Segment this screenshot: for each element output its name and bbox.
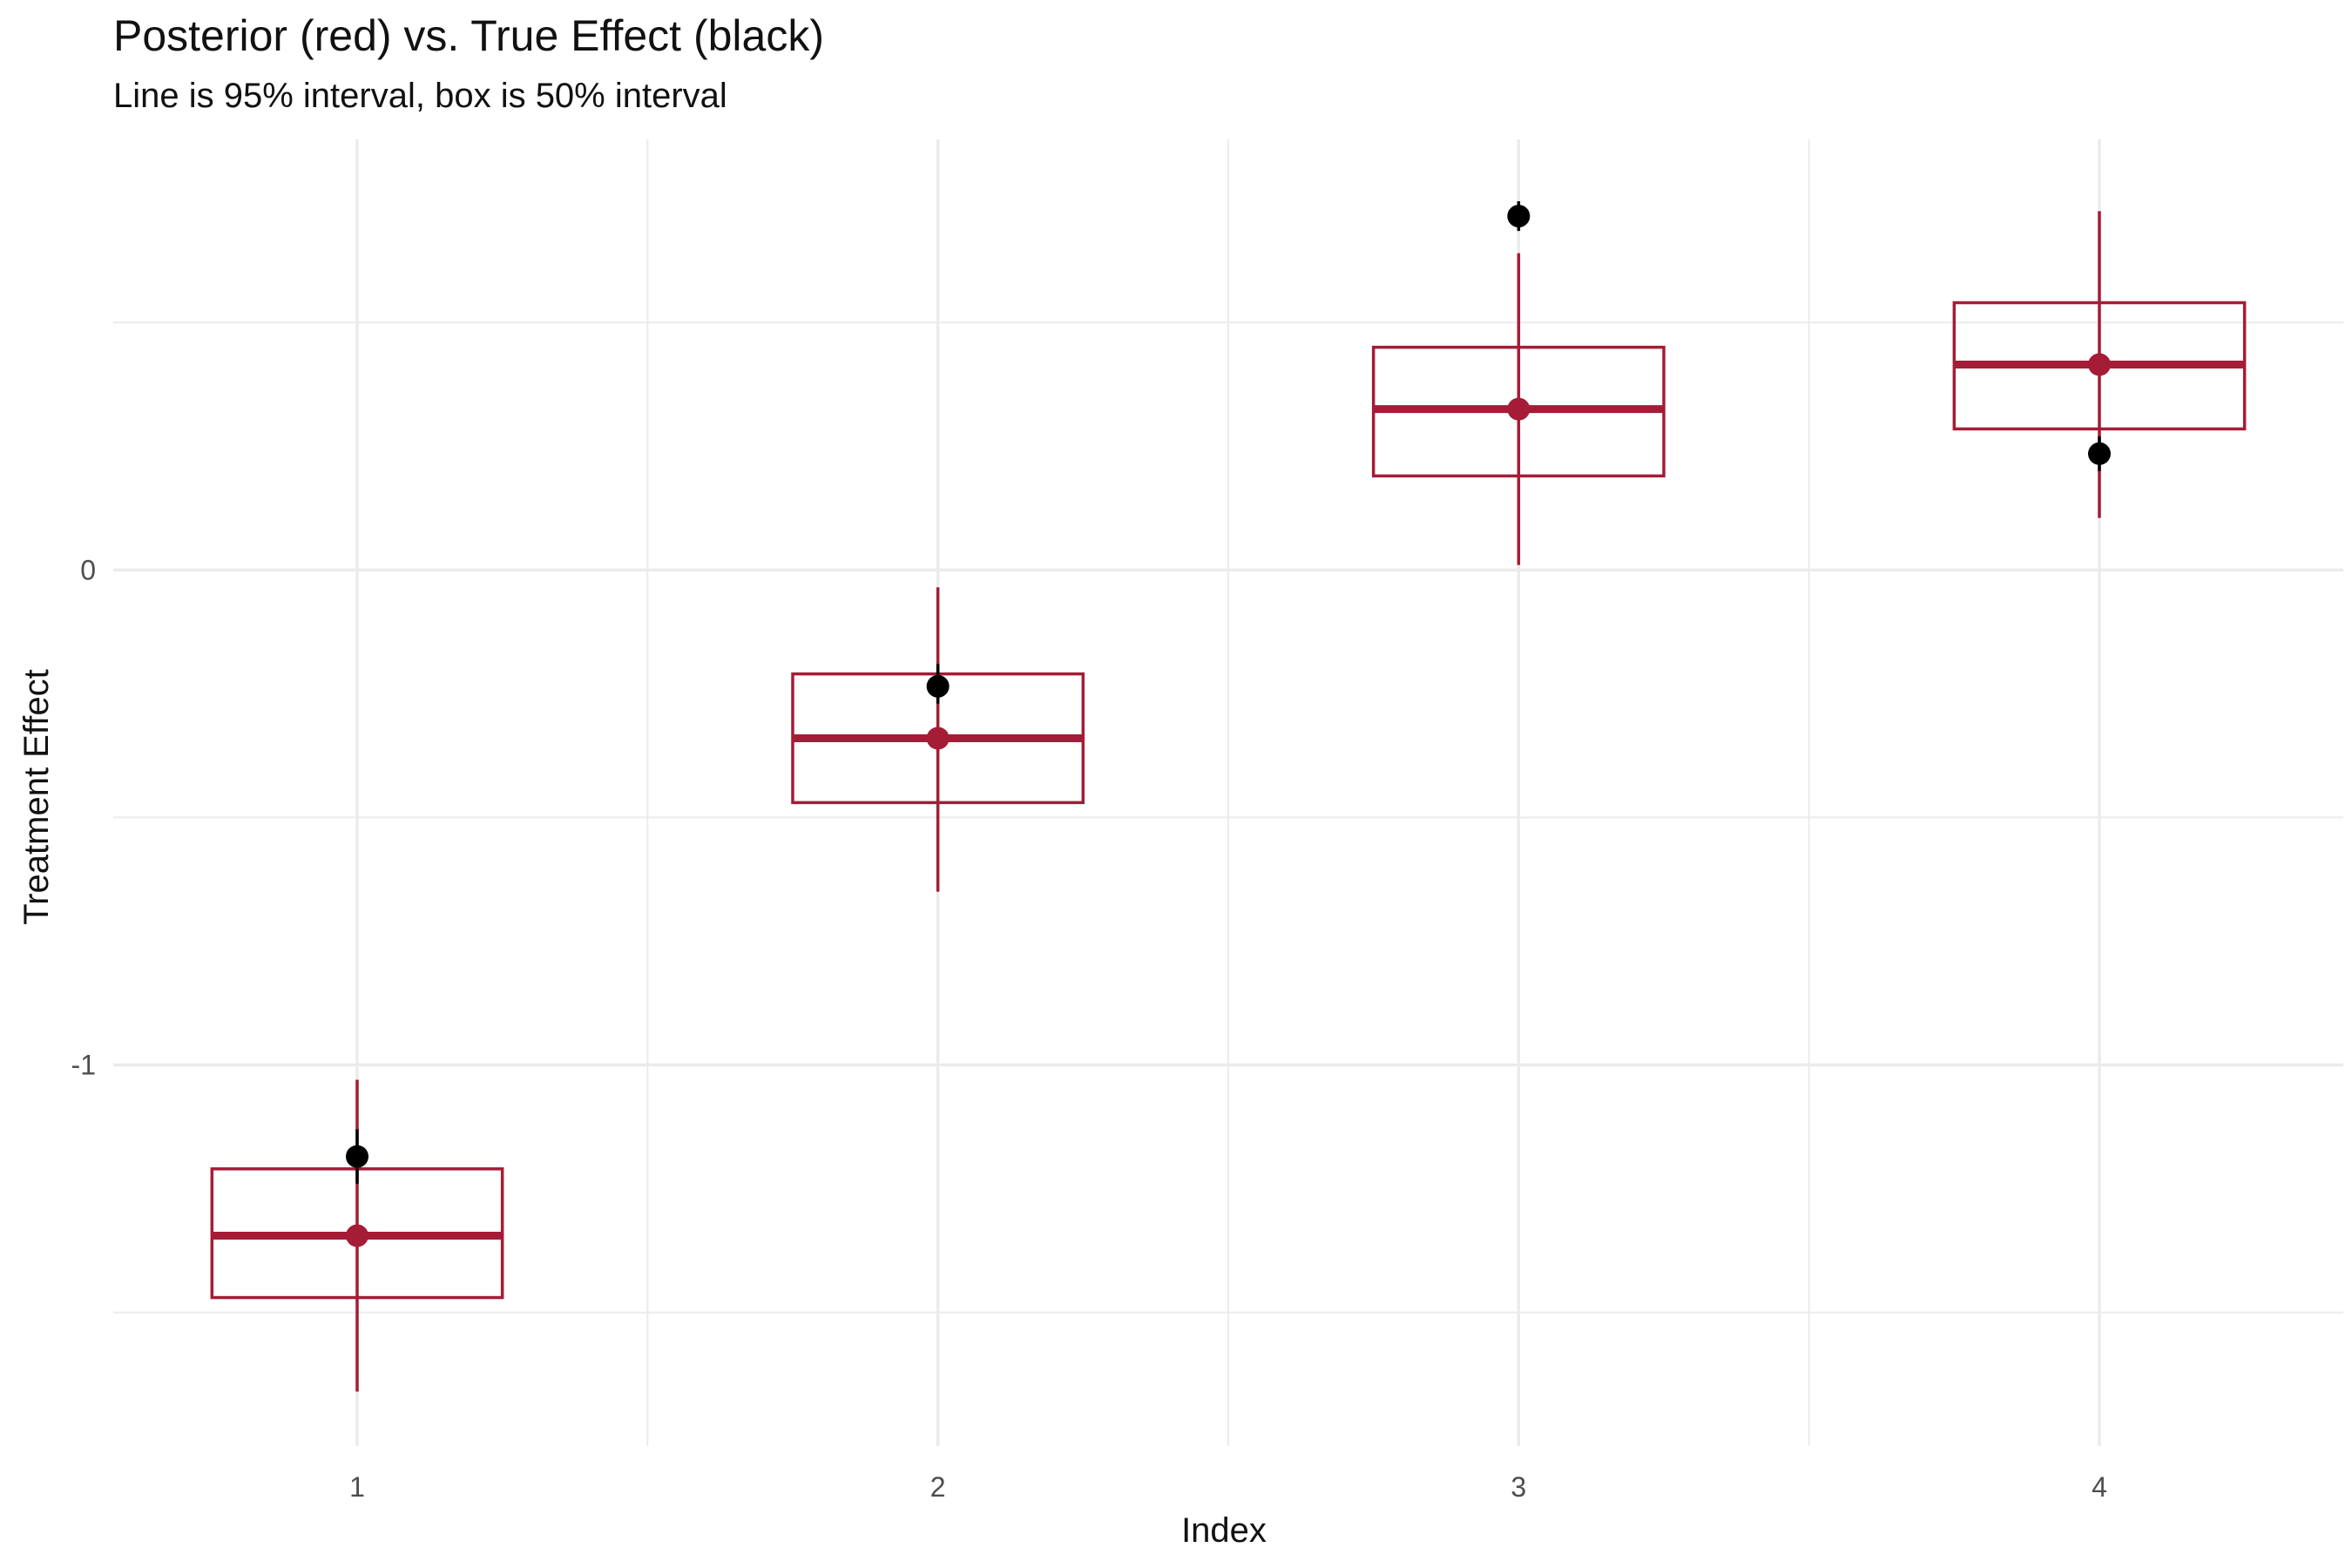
axes: 0 -1 1 2 3 4 — [71, 554, 2107, 1503]
true-effect-point — [2088, 442, 2111, 465]
y-tick-label: 0 — [80, 554, 96, 585]
posterior-median-point — [2088, 353, 2111, 376]
posterior-median-point — [1507, 397, 1531, 421]
x-tick-label: 1 — [349, 1471, 365, 1503]
x-tick-label: 3 — [1511, 1471, 1526, 1503]
x-axis-title: Index — [1181, 1511, 1267, 1550]
chart-subtitle: Line is 95% interval, box is 50% interva… — [113, 77, 727, 115]
true-effect-point — [346, 1145, 368, 1168]
posterior-median-point — [926, 727, 950, 750]
x-tick-label: 4 — [2092, 1471, 2107, 1503]
y-axis-title: Treatment Effect — [17, 669, 56, 924]
true-effect-point — [926, 674, 950, 698]
y-tick-label: -1 — [71, 1050, 96, 1081]
posterior-median-point — [346, 1224, 368, 1247]
x-tick-label: 2 — [930, 1471, 946, 1503]
chart-marks — [210, 201, 2247, 1392]
grid — [113, 139, 2343, 1446]
chart-title: Posterior (red) vs. True Effect (black) — [113, 11, 824, 60]
true-effect-point — [1507, 205, 1531, 228]
